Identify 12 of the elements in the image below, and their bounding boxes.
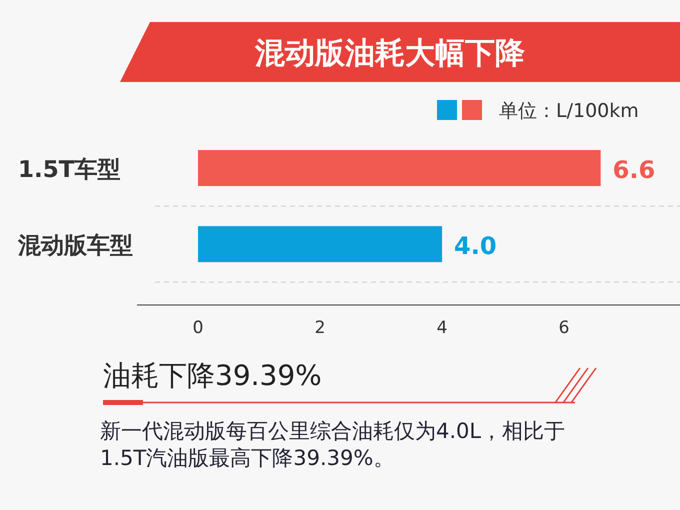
text: 油耗下降39.39%	[103, 359, 322, 392]
text: 新一代混动版每百公里综合油耗仅为4.0L，相比于1.5T汽油版最高下降39.39%。	[100, 418, 566, 472]
y-tick-label: 1.5T车型	[18, 157, 120, 184]
data-label: 4.0	[454, 232, 497, 260]
x-tick-label: 6	[558, 318, 570, 338]
y-tick-label: 混动版车型	[17, 233, 133, 260]
x-tick-label: 4	[436, 318, 448, 338]
chart-subtitle: 单位：L/100km	[499, 100, 639, 122]
data-label: 6.6	[612, 156, 656, 184]
chart-title: 混动版油耗大幅下降	[254, 36, 525, 71]
x-tick-label: 2	[314, 318, 326, 338]
x-tick-label: 0	[192, 318, 204, 338]
